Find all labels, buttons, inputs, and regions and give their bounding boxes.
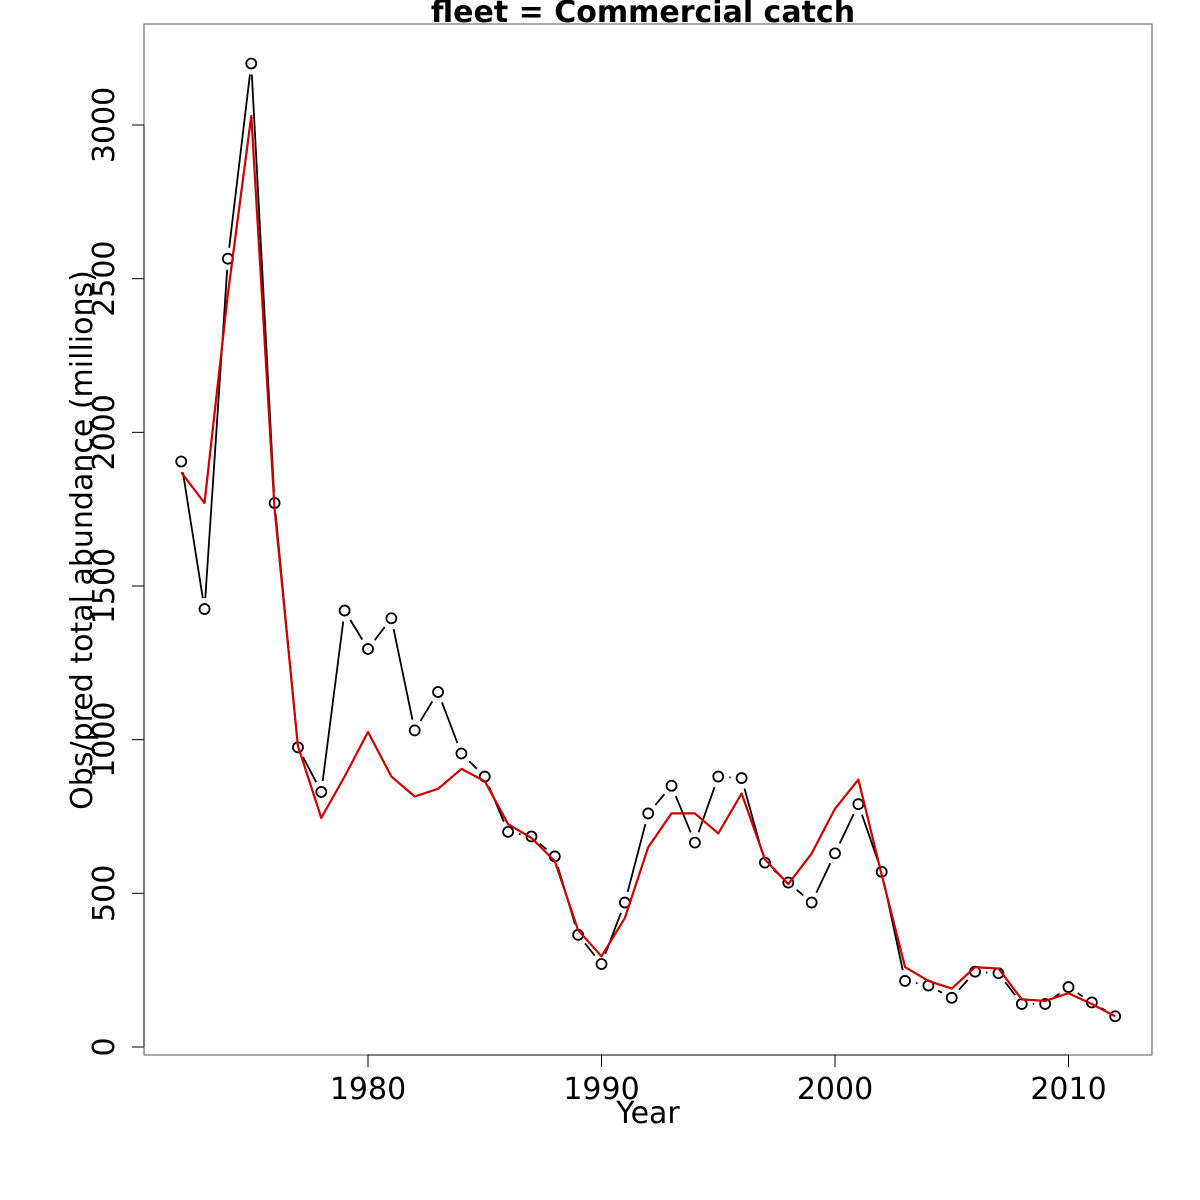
series-1-segment xyxy=(419,700,434,722)
series-1-segment xyxy=(838,813,855,844)
series-1-segment xyxy=(182,472,204,599)
series-1-segment xyxy=(626,823,647,893)
x-tick-label-2000: 2000 xyxy=(797,1072,873,1107)
obs-point-1999 xyxy=(805,896,818,909)
y-tick-label-500: 500 xyxy=(87,865,122,922)
obs-point-1994 xyxy=(689,836,701,849)
obs-point-1980 xyxy=(362,643,374,655)
x-axis-title: Year xyxy=(615,1096,680,1131)
y-tick-label-1000: 1000 xyxy=(87,701,122,777)
series-1-segment xyxy=(392,628,414,720)
obs-point-1996 xyxy=(735,772,748,784)
series-1 xyxy=(175,57,1122,1023)
obs-point-2010 xyxy=(1062,981,1075,993)
pred-line xyxy=(180,114,1116,1018)
y-tick-label-0: 0 xyxy=(87,1037,122,1056)
obs-point-1987 xyxy=(525,830,538,843)
x-axis: 1980 1990 2000 2010 xyxy=(330,1054,1107,1107)
series-1-segment xyxy=(349,619,364,641)
series-1-segment xyxy=(228,74,251,248)
series-1-segment xyxy=(584,942,596,956)
series-1-segment xyxy=(654,793,666,806)
obs-point-1995 xyxy=(712,770,725,783)
obs-point-1982 xyxy=(408,724,421,737)
obs-point-2001 xyxy=(852,798,865,811)
series-1-segment xyxy=(441,701,459,744)
obs-point-1993 xyxy=(665,779,678,792)
obs-point-1979 xyxy=(338,604,351,617)
obs-point-1983 xyxy=(432,686,444,698)
series-1-segment xyxy=(321,621,345,782)
y-tick-label-2500: 2500 xyxy=(87,240,122,316)
x-tick-label-2010: 2010 xyxy=(1030,1072,1106,1107)
obs-point-1975 xyxy=(245,57,258,70)
chart-title: fleet = Commercial catch xyxy=(431,0,855,30)
obs-point-1984 xyxy=(455,747,468,760)
obs-point-1998 xyxy=(782,876,795,889)
obs-point-2009 xyxy=(1039,998,1052,1010)
y-axis-title: Obs/pred total abundance (millions) xyxy=(65,270,100,810)
series-1-segment xyxy=(1077,992,1084,998)
obs-point-2000 xyxy=(829,847,841,860)
x-tick-label-1980: 1980 xyxy=(330,1072,406,1107)
series-1-segment xyxy=(958,979,969,991)
y-tick-label-3000: 3000 xyxy=(87,87,122,163)
obs-point-2003 xyxy=(899,975,911,987)
series-1-segment xyxy=(796,889,804,897)
obs-point-1981 xyxy=(385,612,398,625)
series-1-segment xyxy=(937,989,943,994)
x-tick-label-1990: 1990 xyxy=(563,1072,639,1107)
series-1-segment xyxy=(815,862,832,894)
obs-point-1990 xyxy=(595,958,608,970)
series-1-segment xyxy=(468,760,478,770)
obs-point-1973 xyxy=(198,603,211,615)
obs-point-2012 xyxy=(1109,1010,1122,1023)
plot-frame xyxy=(143,23,1153,1056)
series-1-segment xyxy=(539,842,548,850)
series-1-segment xyxy=(373,626,386,641)
series-1-segment xyxy=(204,269,229,599)
obs-point-1986 xyxy=(502,825,515,838)
series-layer xyxy=(175,57,1122,1023)
y-axis: 0 500 1000 1500 2000 2500 3000 xyxy=(87,87,145,1057)
series-2 xyxy=(180,114,1116,1018)
obs-point-1992 xyxy=(642,807,655,820)
y-tick-label-1500: 1500 xyxy=(87,548,122,624)
obs-point-1972 xyxy=(175,455,188,468)
y-tick-label-2000: 2000 xyxy=(87,394,122,470)
series-1-segment xyxy=(697,786,716,833)
obs-point-2005 xyxy=(945,991,958,1004)
series-1-segment xyxy=(302,756,317,783)
series-1-segment xyxy=(1004,981,1016,996)
obs-point-1978 xyxy=(315,786,328,798)
